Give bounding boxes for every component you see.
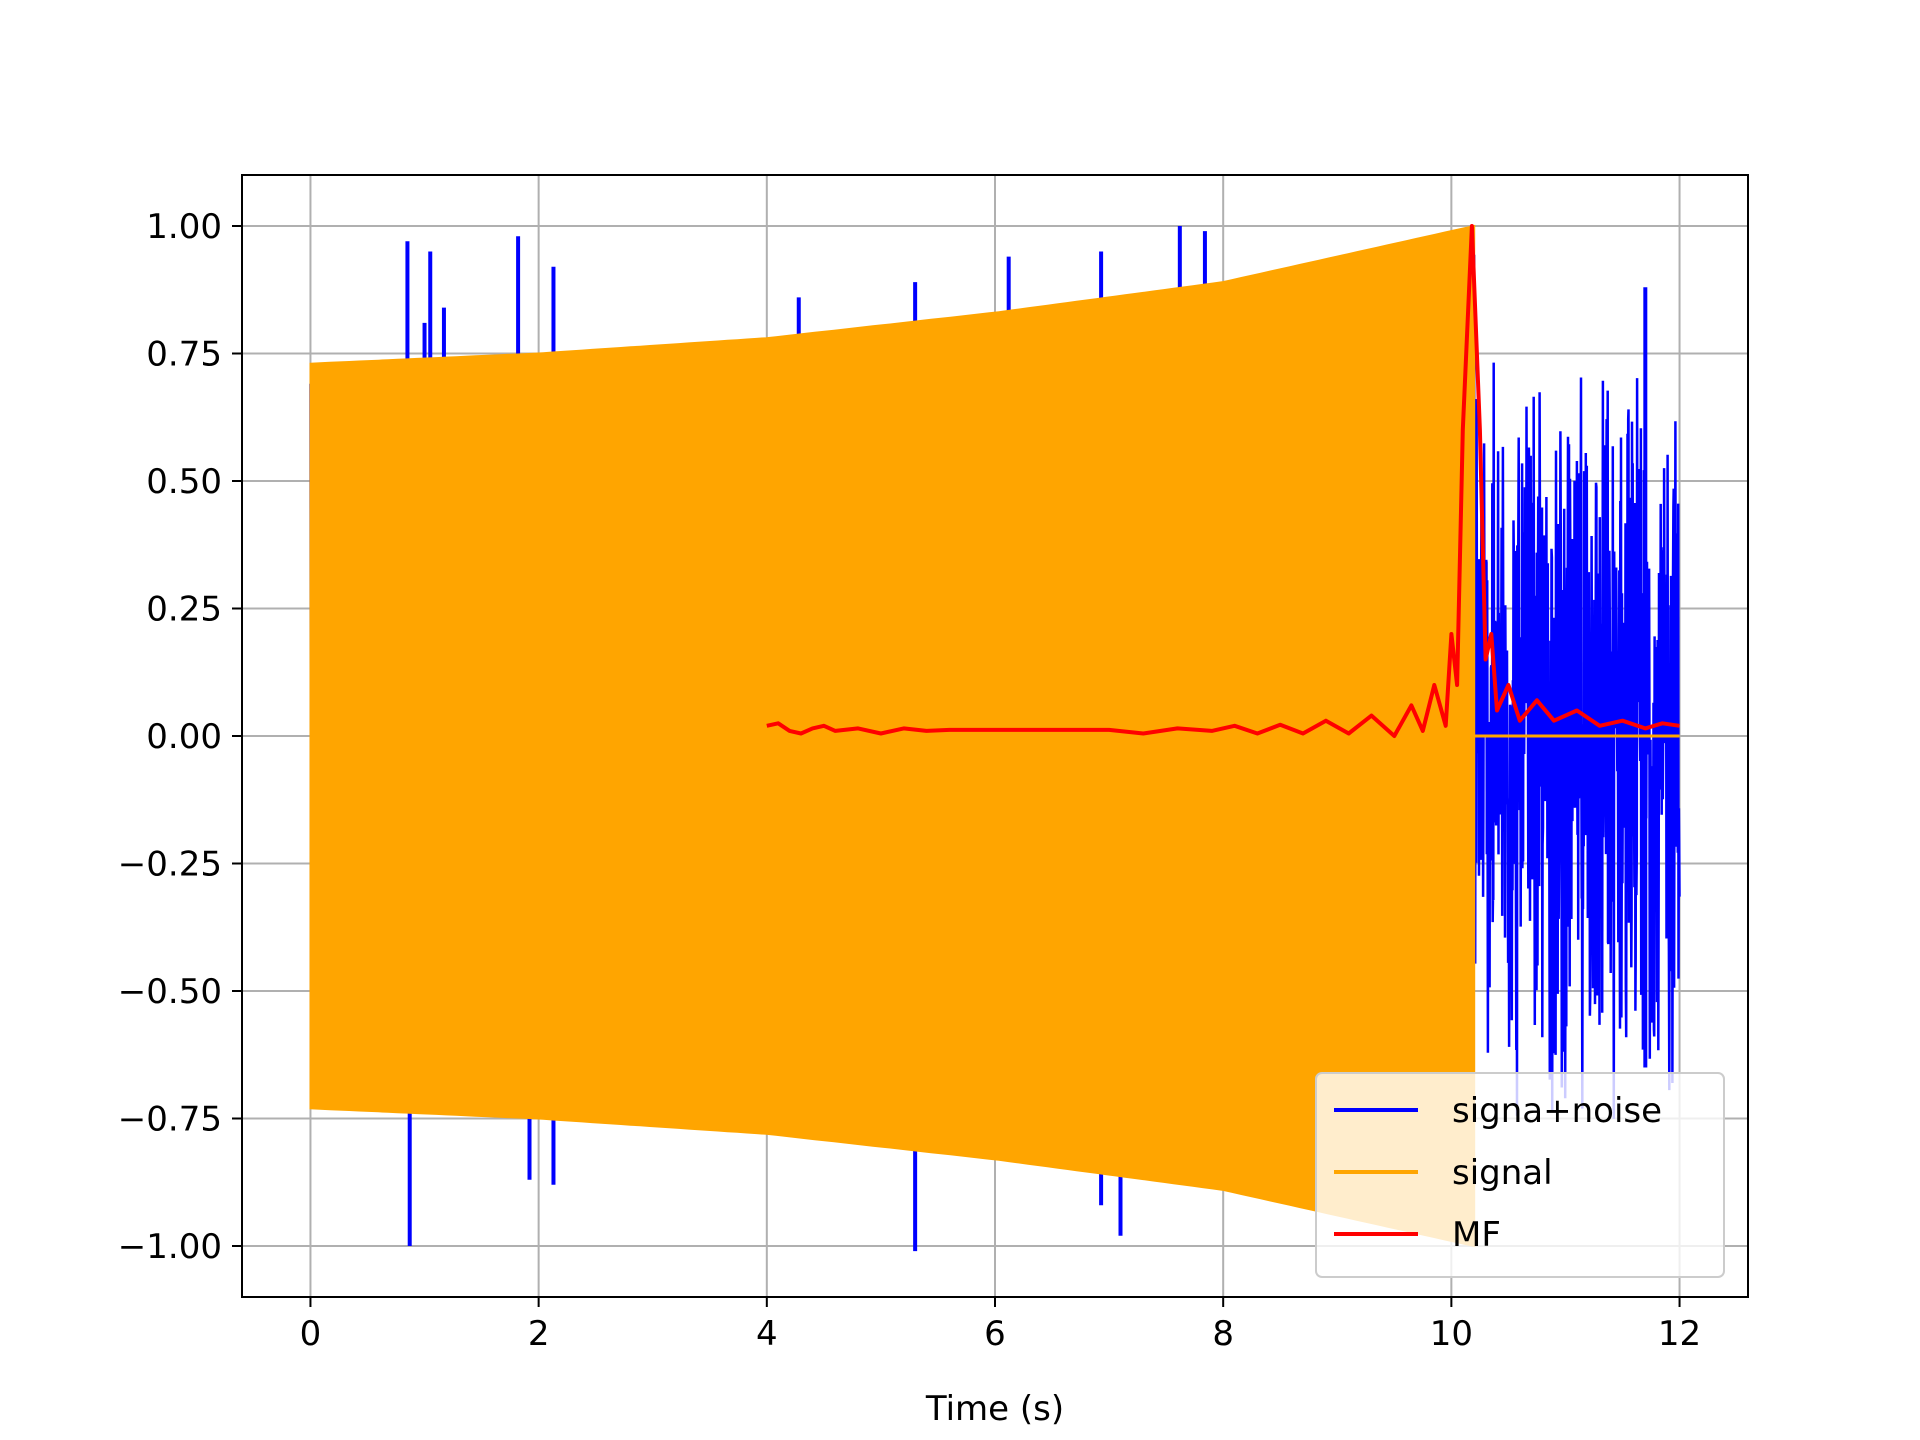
y-tick-label: −0.25: [118, 845, 222, 885]
x-tick-label: 12: [1658, 1314, 1701, 1354]
x-tick-label: 8: [1212, 1314, 1234, 1354]
x-axis-label: Time (s): [925, 1389, 1064, 1429]
x-tick-label: 4: [756, 1314, 778, 1354]
y-tick-label: 1.00: [146, 207, 222, 247]
y-tick-label: 0.50: [146, 462, 222, 502]
y-tick-label: −0.75: [118, 1100, 222, 1140]
series-signal-band: [309, 224, 1476, 1248]
plot-area: [309, 224, 1681, 1252]
x-tick-label: 2: [528, 1314, 550, 1354]
y-tick-label: 0.25: [146, 590, 222, 630]
x-tick-label: 10: [1430, 1314, 1473, 1354]
y-tick-label: −1.00: [118, 1227, 222, 1267]
y-tick-label: −0.50: [118, 972, 222, 1012]
legend-label: signa+noise: [1452, 1091, 1662, 1131]
legend: signa+noise signal MF: [1315, 1072, 1725, 1278]
y-tick-label: 0.00: [146, 717, 222, 757]
x-tick-label: 6: [984, 1314, 1006, 1354]
legend-label: MF: [1452, 1215, 1501, 1255]
legend-box: [1315, 1072, 1725, 1278]
y-tick-label: 0.75: [146, 335, 222, 375]
series-mf-line: [766, 224, 1680, 738]
x-tick-label: 0: [300, 1314, 322, 1354]
ticks: 0 2 4 6 8 10 12 1.00 0.75 0.50 0.25 0.00 −0.25 −0.50 −…: [118, 207, 1701, 1354]
legend-label: signal: [1452, 1153, 1553, 1193]
